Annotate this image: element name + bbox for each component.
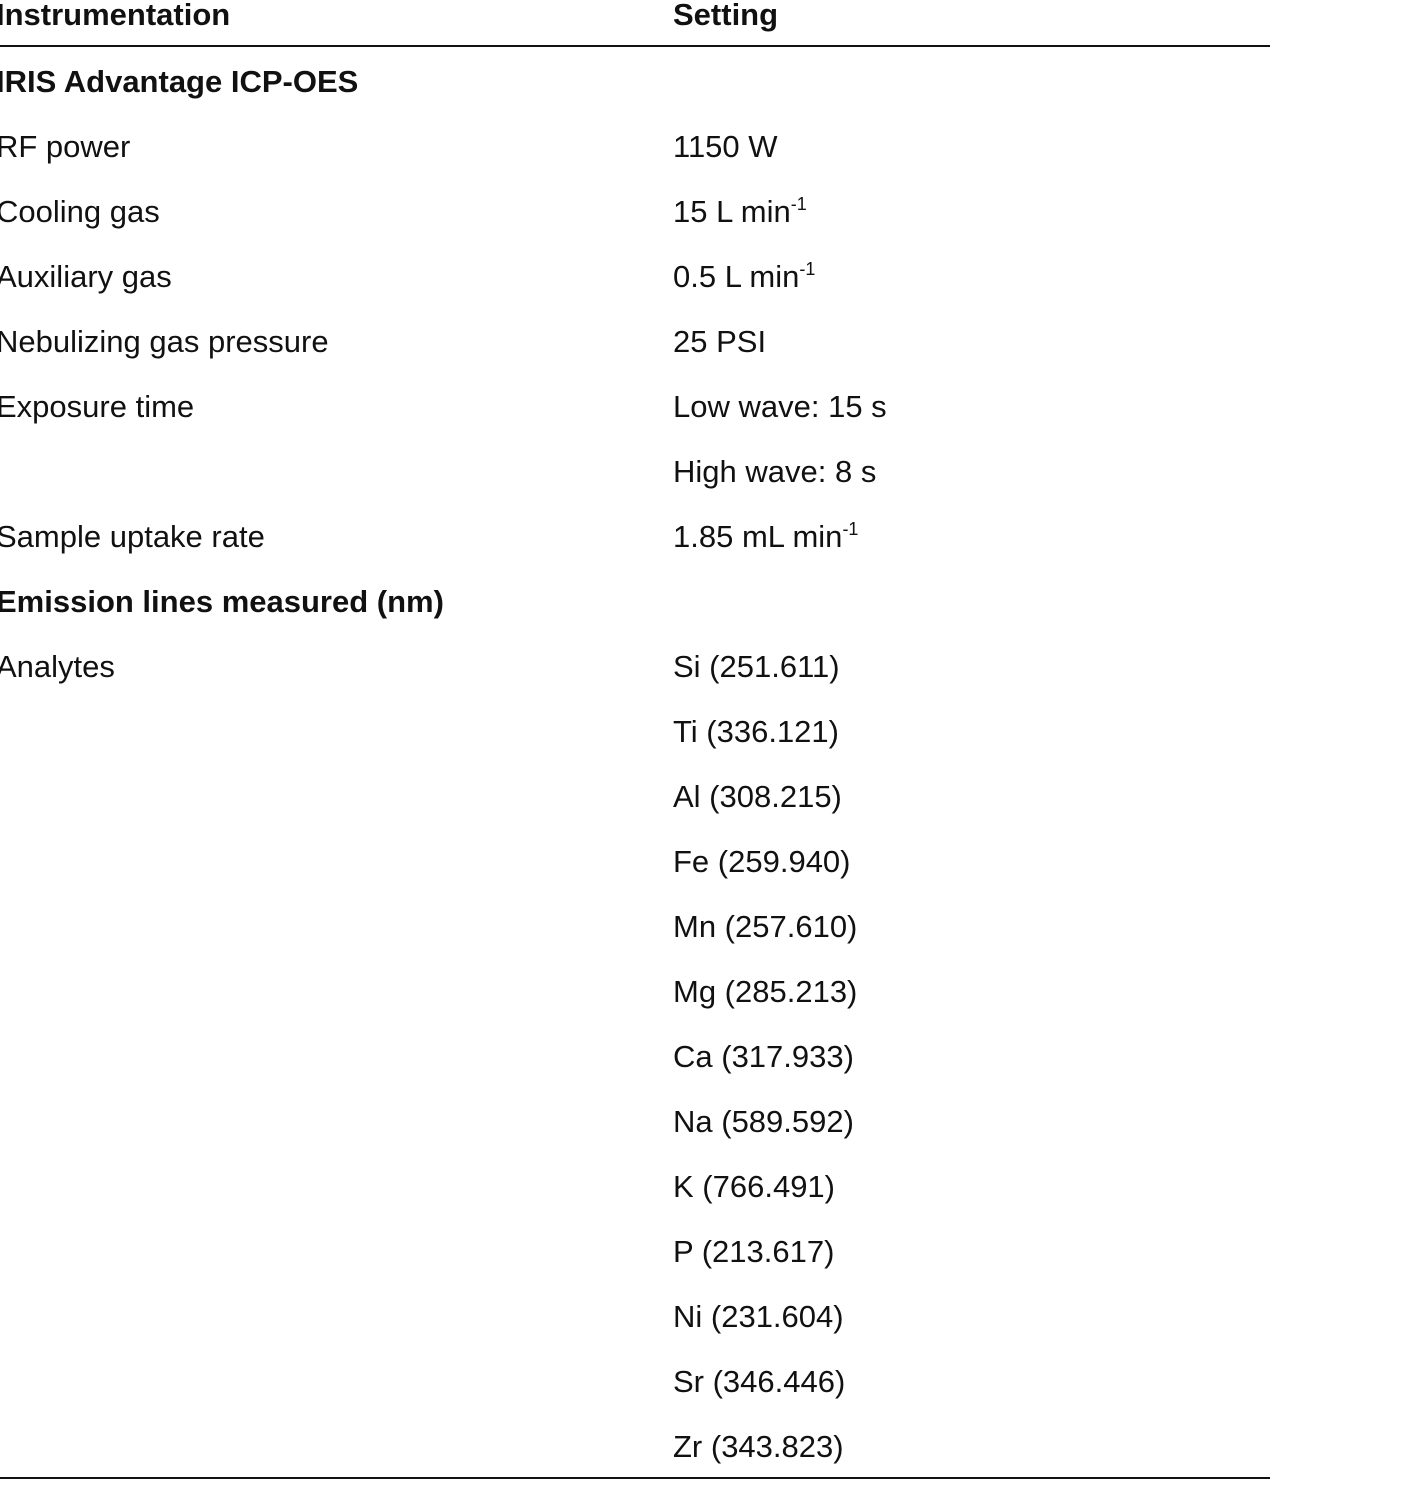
parameter-cell: Cooling gas (0, 194, 160, 229)
setting-superscript: -1 (799, 259, 816, 279)
parameter-cell: Auxiliary gas (0, 259, 172, 294)
setting-text: 15 L min (673, 194, 791, 229)
setting-text: Fe (259.940) (673, 844, 851, 879)
setting-text: Low wave: 15 s (673, 389, 887, 424)
setting-cell: Ni (231.604) (673, 1299, 844, 1335)
setting-text: Ti (336.121) (673, 714, 839, 749)
parameter-cell: Analytes (0, 649, 115, 684)
setting-text: P (213.617) (673, 1234, 835, 1269)
setting-text: 1150 W (673, 129, 778, 164)
setting-text: 1.85 mL min (673, 519, 843, 554)
setting-cell: Low wave: 15 s (673, 389, 887, 425)
setting-text: Zr (343.823) (673, 1429, 844, 1464)
setting-text: Ni (231.604) (673, 1299, 844, 1334)
setting-cell: Na (589.592) (673, 1104, 854, 1140)
setting-cell: Sr (346.446) (673, 1364, 845, 1400)
setting-text: 0.5 L min (673, 259, 800, 294)
setting-cell: Ti (336.121) (673, 714, 839, 750)
setting-cell: Si (251.611) (673, 649, 840, 685)
setting-text: Ca (317.933) (673, 1039, 854, 1074)
section-title: IRIS Advantage ICP-OES (0, 64, 359, 99)
setting-text: Al (308.215) (673, 779, 842, 814)
header-cell: Setting (673, 0, 779, 32)
setting-text: Mn (257.610) (673, 909, 858, 944)
section-title: Emission lines measured (nm) (0, 584, 444, 619)
parameter-cell: Nebulizing gas pressure (0, 324, 329, 359)
setting-text: Na (589.592) (673, 1104, 854, 1139)
setting-cell: Ca (317.933) (673, 1039, 854, 1075)
setting-text: Sr (346.446) (673, 1364, 846, 1399)
setting-cell: 1150 W (673, 129, 778, 165)
bottom-rule (0, 1477, 1270, 1479)
setting-cell: K (766.491) (673, 1169, 835, 1205)
setting-superscript: -1 (842, 519, 859, 539)
setting-cell: Al (308.215) (673, 779, 842, 815)
setting-cell: Fe (259.940) (673, 844, 851, 880)
setting-text: Si (251.611) (673, 649, 840, 684)
setting-cell: P (213.617) (673, 1234, 834, 1270)
setting-cell: Mg (285.213) (673, 974, 857, 1010)
header-rule (0, 45, 1270, 47)
setting-cell: 25 PSI (673, 324, 766, 360)
setting-superscript: -1 (790, 194, 807, 214)
setting-cell: Zr (343.823) (673, 1429, 844, 1465)
setting-cell: Mn (257.610) (673, 909, 857, 945)
setting-cell: 1.85 mL min-1 (673, 519, 858, 555)
header-cell: Instrumentation (0, 0, 231, 32)
setting-cell: High wave: 8 s (673, 454, 876, 490)
setting-text: High wave: 8 s (673, 454, 877, 489)
setting-text: Mg (285.213) (673, 974, 858, 1009)
setting-cell: 0.5 L min-1 (673, 259, 815, 295)
setting-cell: 15 L min-1 (673, 194, 807, 230)
parameter-cell: Sample uptake rate (0, 519, 265, 554)
setting-text: 25 PSI (673, 324, 767, 359)
parameter-cell: Exposure time (0, 389, 195, 424)
setting-text: K (766.491) (673, 1169, 835, 1204)
parameter-cell: RF power (0, 129, 131, 164)
